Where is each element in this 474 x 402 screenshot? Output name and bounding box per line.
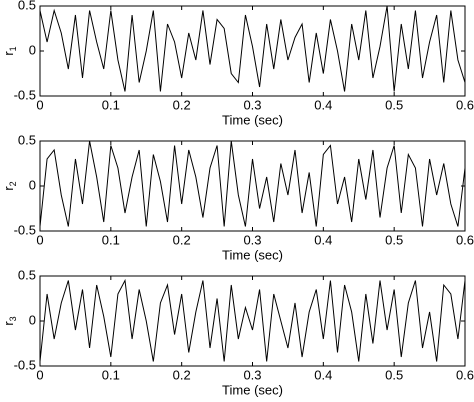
y-label-main: r bbox=[1, 321, 16, 326]
y-tick-label: 0.5 bbox=[18, 132, 36, 147]
x-tick-label: 0.4 bbox=[314, 97, 332, 112]
y-axis-label-text: r3 bbox=[1, 316, 18, 325]
y-tick-label: 0.5 bbox=[18, 267, 36, 282]
x-axis-label: Time (sec) bbox=[222, 247, 283, 262]
x-tick-label: 0 bbox=[36, 367, 43, 382]
y-axis-label: r2 bbox=[1, 181, 18, 190]
x-tick-label: 0.2 bbox=[173, 232, 191, 247]
signal-line bbox=[39, 5, 466, 92]
y-label-sub: 3 bbox=[8, 316, 18, 321]
x-tick-label: 0.3 bbox=[243, 232, 261, 247]
y-label-sub: 1 bbox=[8, 46, 18, 51]
x-tick-label: 0 bbox=[36, 232, 43, 247]
y-tick-label: -0.5 bbox=[14, 87, 36, 102]
y-tick-label: -0.5 bbox=[14, 222, 36, 237]
y-axis-label-text: r2 bbox=[1, 181, 18, 190]
y-tick-label: -0.5 bbox=[14, 357, 36, 372]
x-axis-label: Time (sec) bbox=[222, 112, 283, 127]
x-tick-label: 0.5 bbox=[385, 97, 403, 112]
x-tick-label: 0.2 bbox=[173, 367, 191, 382]
x-tick-label: 0.4 bbox=[314, 367, 332, 382]
x-tick-label: 0.3 bbox=[243, 97, 261, 112]
y-tick-label: 0 bbox=[29, 42, 36, 57]
x-tick-label: 0.6 bbox=[456, 232, 474, 247]
signal-line bbox=[39, 140, 466, 227]
x-tick-label: 0.6 bbox=[456, 97, 474, 112]
x-tick-label: 0.2 bbox=[173, 97, 191, 112]
x-tick-label: 0.3 bbox=[243, 367, 261, 382]
x-tick-label: 0.5 bbox=[385, 232, 403, 247]
x-tick-label: 0 bbox=[36, 97, 43, 112]
x-tick-label: 0.1 bbox=[102, 232, 120, 247]
y-tick-label: 0 bbox=[29, 312, 36, 327]
y-tick-label: 0.5 bbox=[18, 0, 36, 12]
y-label-main: r bbox=[1, 186, 16, 191]
signal-line bbox=[39, 278, 466, 362]
x-axis-label: Time (sec) bbox=[222, 382, 283, 397]
x-tick-label: 0.1 bbox=[102, 367, 120, 382]
y-tick-label: 0 bbox=[29, 177, 36, 192]
x-tick-label: 0.4 bbox=[314, 232, 332, 247]
y-label-sub: 2 bbox=[8, 181, 18, 186]
y-axis-label: r1 bbox=[1, 46, 18, 55]
y-axis-label: r3 bbox=[1, 316, 18, 325]
x-tick-label: 0.6 bbox=[456, 367, 474, 382]
x-tick-label: 0.5 bbox=[385, 367, 403, 382]
y-axis-label-text: r1 bbox=[1, 46, 18, 55]
x-tick-label: 0.1 bbox=[102, 97, 120, 112]
y-label-main: r bbox=[1, 51, 16, 56]
plot-frame bbox=[39, 5, 466, 97]
